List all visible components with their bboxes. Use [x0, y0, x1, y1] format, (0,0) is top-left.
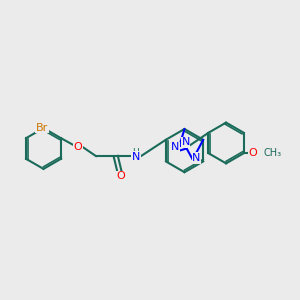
Text: N: N [182, 137, 190, 147]
Text: O: O [116, 171, 124, 182]
Text: H: H [133, 148, 139, 157]
Text: Br: Br [36, 122, 48, 133]
Text: N: N [132, 152, 140, 162]
Text: CH₃: CH₃ [263, 148, 281, 158]
Text: O: O [249, 148, 257, 158]
Text: N: N [171, 142, 179, 152]
Text: O: O [73, 142, 82, 152]
Text: N: N [192, 153, 200, 163]
